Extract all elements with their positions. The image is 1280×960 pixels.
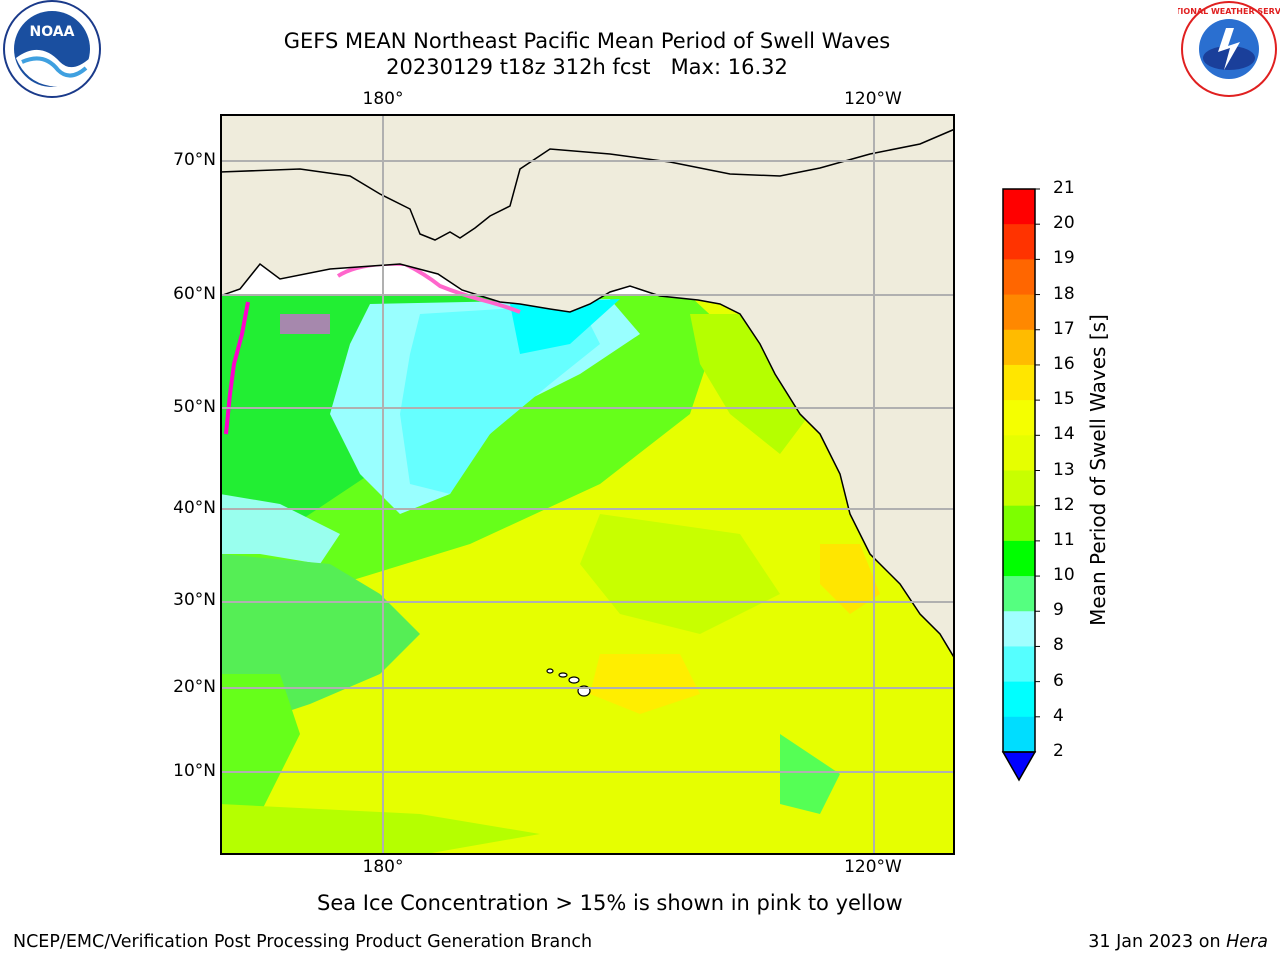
colorbar-segment	[1003, 259, 1035, 296]
colorbar-segment	[1003, 294, 1035, 331]
colorbar-segment	[1003, 400, 1035, 436]
colorbar-segment	[1003, 576, 1035, 612]
colorbar-segment	[1003, 716, 1035, 753]
lon-label-top-120w: 120°W	[844, 89, 902, 109]
nws-logo: NATIONAL WEATHER SERVICE	[1163, 0, 1280, 104]
colorbar-segment	[1003, 681, 1035, 718]
lat-label-40n: 40°N	[173, 498, 216, 518]
colorbar-segment	[1003, 611, 1035, 647]
colorbar-tick-label: 12	[1053, 494, 1075, 515]
noaa-logo: NOAA	[0, 0, 104, 104]
colorbar-tick-label: 19	[1053, 248, 1075, 269]
colorbar-tick-label: 18	[1053, 283, 1075, 304]
lat-label-50n: 50°N	[173, 397, 216, 417]
footer-host: Hera	[1226, 932, 1268, 952]
colorbar-tick-label: 20	[1053, 213, 1075, 234]
footer-date: 31 Jan 2023 on Hera	[1088, 932, 1268, 952]
lat-label-20n: 20°N	[173, 677, 216, 697]
colorbar-tick-label: 13	[1053, 459, 1075, 480]
lon-label-bottom-180: 180°	[362, 857, 404, 877]
colorbar-segment	[1003, 540, 1035, 577]
nws-logo-text: NATIONAL WEATHER SERVICE	[1178, 7, 1280, 16]
colorbar-segment	[1003, 470, 1035, 507]
colorbar	[1001, 188, 1040, 782]
lat-label-60n: 60°N	[173, 284, 216, 304]
noaa-logo-text: NOAA	[30, 24, 75, 40]
colorbar-segment	[1003, 646, 1035, 683]
chart-subtitle: 20230129 t18z 312h fcst Max: 16.32	[386, 55, 788, 79]
footer-branch: NCEP/EMC/Verification Post Processing Pr…	[13, 932, 593, 952]
colorbar-tick-label: 17	[1053, 318, 1075, 339]
lat-label-30n: 30°N	[173, 590, 216, 610]
colorbar-tick-label: 9	[1053, 600, 1064, 621]
colorbar-tick-label: 16	[1053, 353, 1075, 374]
swell-period-field	[220, 229, 955, 855]
colorbar-segment	[1003, 435, 1035, 471]
colorbar-tick-label: 15	[1053, 389, 1075, 410]
colorbar-label: Mean Period of Swell Waves [s]	[1086, 314, 1110, 626]
lon-label-top-180: 180°	[362, 89, 404, 109]
map-panel	[220, 114, 955, 855]
colorbar-tick-label: 14	[1053, 424, 1075, 445]
colorbar-segment	[1003, 505, 1035, 542]
chart-title: GEFS MEAN Northeast Pacific Mean Period …	[283, 29, 891, 53]
colorbar-segment	[1003, 189, 1035, 225]
lat-label-10n: 10°N	[173, 761, 216, 781]
gridlines	[220, 114, 955, 855]
colorbar-tick-label: 8	[1053, 635, 1064, 656]
colorbar-tick-label: 6	[1053, 670, 1064, 691]
lon-label-bottom-120w: 120°W	[844, 857, 902, 877]
colorbar-frame	[1002, 188, 1036, 753]
colorbar-tick-label: 11	[1053, 529, 1075, 550]
colorbar-tick-label: 10	[1053, 565, 1075, 586]
sea-ice-caption: Sea Ice Concentration > 15% is shown in …	[317, 891, 903, 915]
colorbar-segment	[1003, 224, 1035, 260]
colorbar-tick-label: 2	[1053, 741, 1064, 761]
footer-date-text: 31 Jan 2023 on	[1088, 932, 1221, 952]
colorbar-segment	[1003, 329, 1035, 366]
map-frame	[220, 114, 955, 855]
colorbar-tick-label: 4	[1053, 705, 1064, 726]
colorbar-segment	[1003, 364, 1035, 401]
colorbar-tick-label: 21	[1053, 178, 1075, 198]
lat-label-70n: 70°N	[173, 150, 216, 170]
